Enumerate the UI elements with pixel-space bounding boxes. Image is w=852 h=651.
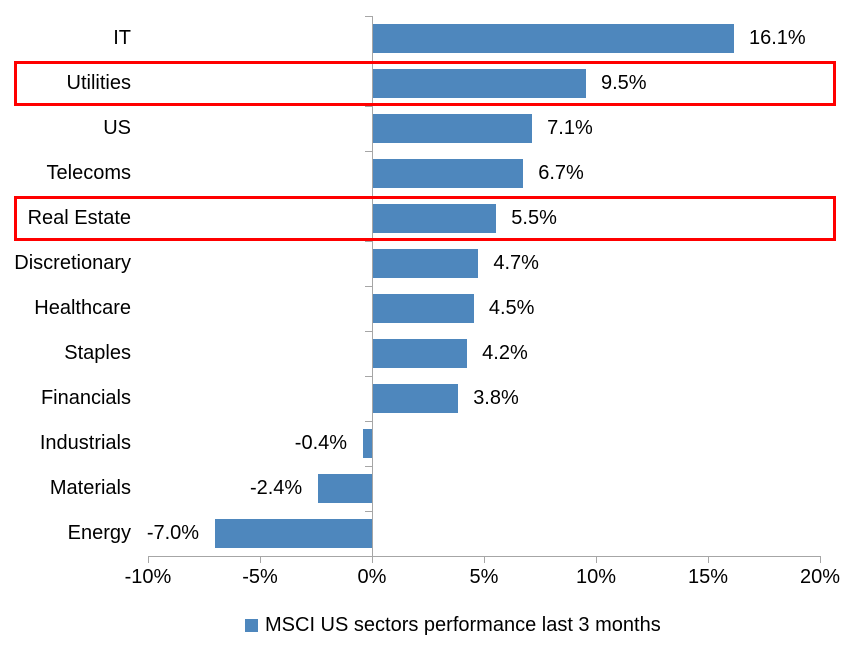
value-label: 4.2%: [482, 342, 528, 364]
value-label: 4.7%: [493, 252, 539, 274]
bar: [318, 474, 372, 503]
bar: [373, 159, 524, 188]
bar: [363, 429, 372, 458]
category-label: Materials: [49, 477, 131, 499]
category-axis-tick: [365, 106, 372, 107]
category-axis-tick: [365, 151, 372, 152]
value-label: 6.7%: [538, 162, 584, 184]
bar: [373, 24, 734, 53]
bar: [373, 294, 474, 323]
category-axis-tick: [365, 376, 372, 377]
x-tick-label: 0%: [357, 566, 387, 588]
chart-legend: MSCI US sectors performance last 3 month…: [245, 612, 661, 638]
value-label: 7.1%: [547, 117, 593, 139]
highlight-box-real-estate: [14, 196, 836, 241]
category-label: US: [103, 117, 131, 139]
x-tick-label: 15%: [687, 566, 729, 588]
category-label: Financials: [40, 387, 131, 409]
legend-label: MSCI US sectors performance last 3 month…: [265, 613, 661, 636]
bar: [215, 519, 372, 548]
x-tick-label: 10%: [575, 566, 617, 588]
category-axis-tick: [365, 466, 372, 467]
category-label: Energy: [67, 522, 131, 544]
category-axis-tick: [365, 331, 372, 332]
category-label: Staples: [64, 342, 131, 364]
category-axis-line: [372, 16, 373, 563]
value-axis-tick: [596, 556, 597, 563]
value-axis-tick: [820, 556, 821, 563]
x-tick-label: -5%: [242, 566, 278, 588]
category-label: Utilities: [66, 72, 131, 94]
value-axis-tick: [708, 556, 709, 563]
x-tick-label: 20%: [799, 566, 841, 588]
value-label: 16.1%: [748, 27, 806, 49]
bar: [373, 249, 479, 278]
value-label: 5.5%: [511, 207, 557, 229]
category-label: Real Estate: [27, 207, 131, 229]
category-axis-tick: [365, 241, 372, 242]
category-label: IT: [113, 27, 131, 49]
bar: [373, 114, 533, 143]
bar: [373, 204, 497, 233]
bar: [373, 69, 586, 98]
x-tick-label: -10%: [124, 566, 172, 588]
legend-square-icon: [245, 618, 258, 632]
category-axis-tick: [365, 286, 372, 287]
bar: [373, 339, 468, 368]
value-axis-tick: [484, 556, 485, 563]
value-label: -7.0%: [146, 522, 200, 544]
value-label: 4.5%: [488, 297, 535, 319]
value-axis-tick: [372, 556, 373, 563]
bar: [373, 384, 459, 413]
category-axis-tick: [365, 511, 372, 512]
value-axis-tick: [260, 556, 261, 563]
value-label: -0.4%: [294, 432, 348, 454]
category-label: Industrials: [39, 432, 131, 454]
category-label: Discretionary: [14, 252, 131, 274]
highlight-box-utilities: [14, 61, 836, 106]
value-label: 3.8%: [473, 387, 519, 409]
value-label: -2.4%: [249, 477, 303, 499]
value-label: 9.5%: [600, 72, 647, 94]
category-axis-tick: [365, 16, 372, 17]
category-label: Telecoms: [46, 162, 131, 184]
category-label: Healthcare: [34, 297, 131, 319]
value-axis-tick: [148, 556, 149, 563]
category-axis-tick: [365, 421, 372, 422]
x-tick-label: 5%: [469, 566, 499, 588]
